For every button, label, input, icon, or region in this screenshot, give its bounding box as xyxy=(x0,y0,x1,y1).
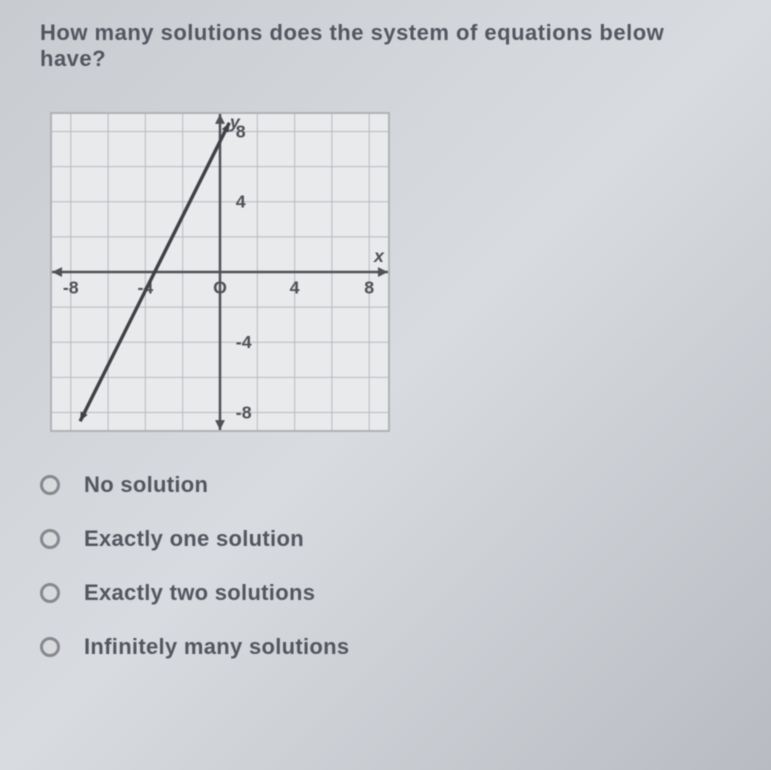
option-label: No solution xyxy=(84,472,208,498)
option-row[interactable]: No solution xyxy=(40,472,731,498)
option-row[interactable]: Exactly two solutions xyxy=(40,580,731,606)
graph-svg: xy -8-4O48-8-448 xyxy=(52,114,388,430)
svg-text:-4: -4 xyxy=(236,332,252,352)
svg-text:4: 4 xyxy=(236,192,246,212)
svg-text:4: 4 xyxy=(290,278,300,298)
radio-icon[interactable] xyxy=(40,583,60,603)
option-label: Infinitely many solutions xyxy=(84,634,349,660)
svg-text:O: O xyxy=(213,278,227,298)
svg-text:-8: -8 xyxy=(236,402,252,422)
svg-text:8: 8 xyxy=(364,278,374,298)
option-row[interactable]: Infinitely many solutions xyxy=(40,634,731,660)
options-list: No solution Exactly one solution Exactly… xyxy=(40,472,731,660)
radio-icon[interactable] xyxy=(40,475,60,495)
graph: xy -8-4O48-8-448 xyxy=(50,112,390,432)
svg-text:-8: -8 xyxy=(63,278,79,298)
svg-text:8: 8 xyxy=(236,121,246,141)
radio-icon[interactable] xyxy=(40,637,60,657)
option-label: Exactly one solution xyxy=(84,526,304,552)
radio-icon[interactable] xyxy=(40,529,60,549)
option-label: Exactly two solutions xyxy=(84,580,315,606)
option-row[interactable]: Exactly one solution xyxy=(40,526,731,552)
svg-text:x: x xyxy=(373,246,385,266)
question-text: How many solutions does the system of eq… xyxy=(40,20,731,72)
